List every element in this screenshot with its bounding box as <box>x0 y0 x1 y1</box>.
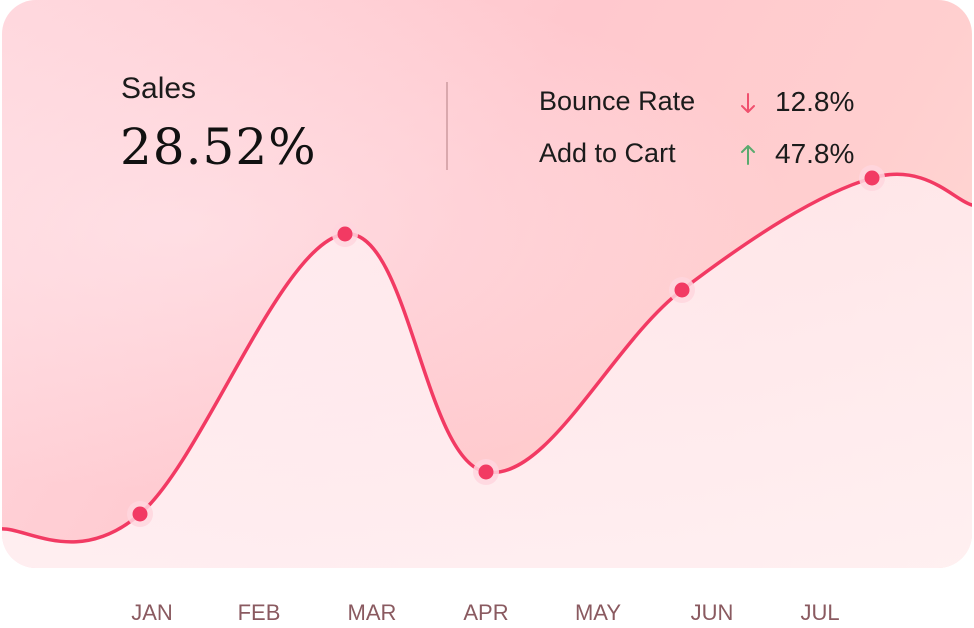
add-to-cart-value: 47.8% <box>775 138 855 169</box>
x-tick-label-jun: JUN <box>690 600 734 625</box>
x-tick-label-feb: FEB <box>237 600 281 625</box>
x-tick-label-jul: JUL <box>800 600 840 625</box>
bounce-rate-label: Bounce Rate <box>539 86 696 116</box>
x-tick-label-jan: JAN <box>131 600 173 625</box>
metrics-divider <box>446 82 448 170</box>
arrow-down-icon <box>741 93 755 113</box>
add-to-cart-label: Add to Cart <box>539 138 676 168</box>
x-tick-label-may: MAY <box>574 600 622 625</box>
x-tick-label-mar: MAR <box>347 600 397 625</box>
sales-label: Sales <box>121 72 197 105</box>
sales-value: 28.52% <box>120 118 317 176</box>
arrow-up-icon <box>741 145 755 165</box>
bounce-rate-value: 12.8% <box>775 86 855 117</box>
x-tick-label-apr: APR <box>463 600 509 625</box>
sales-card: Sales 28.52% Bounce Rate 12.8% Add to Ca… <box>2 0 972 568</box>
